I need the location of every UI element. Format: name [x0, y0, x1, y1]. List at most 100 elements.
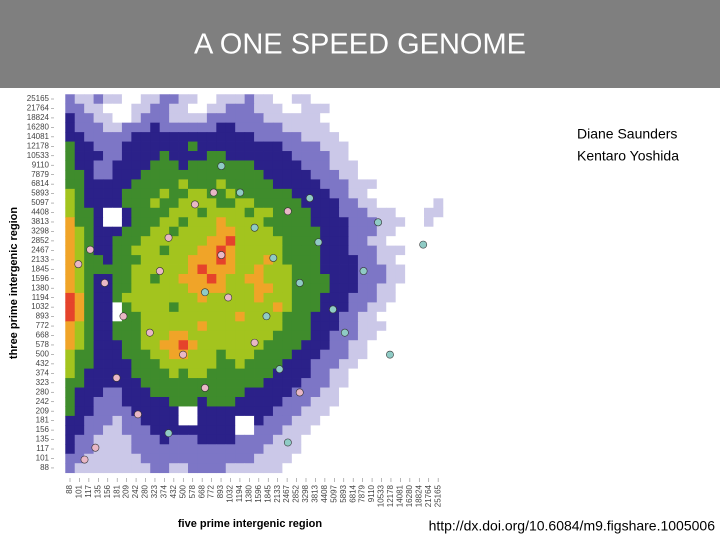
heat-cell: [348, 264, 359, 275]
heat-cell: [244, 302, 255, 313]
heat-cell: [357, 396, 368, 407]
heat-cell: [103, 264, 113, 275]
heat-cell: [140, 387, 151, 398]
heat-cell: [65, 340, 76, 351]
heat-cell: [310, 198, 321, 209]
heat-cell: [93, 226, 104, 237]
heat-cell: [272, 264, 283, 275]
heat-cell: [169, 311, 179, 322]
heat-cell: [65, 302, 76, 313]
heat-cell: [178, 311, 189, 322]
heat-cell: [424, 396, 434, 407]
heat-cell: [150, 122, 161, 133]
heat-cell: [282, 340, 293, 351]
heat-cell: [84, 255, 94, 265]
heat-cell: [367, 302, 378, 313]
heat-cell: [272, 425, 283, 436]
heat-cell: [405, 444, 415, 455]
heat-cell: [169, 255, 179, 265]
heat-cell: [65, 292, 76, 303]
heat-cell: [121, 255, 132, 265]
heat-cell: [254, 330, 264, 341]
x-tick-label: 135: [93, 484, 102, 498]
heat-cell: [367, 94, 378, 105]
heat-cell: [197, 283, 208, 294]
heat-cell: [93, 198, 104, 209]
heat-cell: [235, 340, 246, 351]
heat-cell: [121, 94, 132, 105]
heat-cell: [263, 340, 274, 351]
heat-cell: [235, 198, 246, 209]
heat-cell: [414, 217, 425, 228]
x-tick-label: 242: [131, 484, 140, 498]
heat-cell: [395, 236, 406, 247]
heat-cell: [272, 236, 283, 247]
heat-cell: [188, 415, 198, 426]
heat-cell: [395, 359, 406, 370]
heat-cell: [93, 415, 104, 426]
heat-cell: [131, 236, 142, 247]
heat-cell: [310, 217, 321, 228]
heat-cell: [103, 340, 113, 351]
heat-cell: [310, 113, 321, 124]
heat-cell: [169, 453, 179, 464]
heat-cell: [433, 274, 444, 284]
heat-cell: [112, 217, 123, 228]
heat-cell: [357, 179, 368, 190]
x-tick-label: 280: [141, 484, 150, 498]
heat-cell: [348, 396, 359, 407]
y-tick-label: 242: [36, 397, 50, 406]
heat-cell: [320, 434, 330, 445]
heat-cell: [272, 463, 283, 474]
heat-cell: [65, 217, 76, 228]
heat-cell: [320, 179, 330, 190]
heat-cell: [291, 444, 302, 455]
heat-cell: [216, 179, 227, 190]
heat-cell: [433, 378, 444, 388]
heat-cell: [339, 321, 349, 332]
heat-cell: [301, 160, 312, 171]
heat-cell: [348, 283, 359, 294]
heat-cell: [376, 226, 387, 237]
heat-cell: [235, 415, 246, 426]
heat-cell: [65, 444, 76, 455]
heat-cell: [405, 283, 415, 294]
heat-cell: [386, 302, 397, 313]
heat-cell: [235, 160, 246, 171]
heat-cell: [121, 113, 132, 124]
heat-cell: [150, 151, 161, 161]
heat-cell: [121, 245, 132, 256]
heat-cell: [197, 169, 208, 180]
heat-cell: [263, 444, 274, 455]
heat-cell: [395, 113, 406, 124]
y-tick-label: 5893: [31, 189, 49, 198]
heat-cell: [244, 330, 255, 341]
heat-cell: [93, 179, 104, 190]
heat-cell: [405, 463, 415, 474]
heat-cell: [320, 302, 330, 313]
heat-cell: [386, 396, 397, 407]
heat-cell: [65, 425, 76, 436]
heat-cell: [131, 444, 142, 455]
heat-cell: [433, 217, 444, 228]
heat-cell: [329, 453, 340, 464]
heat-cell: [395, 425, 406, 436]
heat-cell: [291, 179, 302, 190]
y-tick-label: 18824: [27, 113, 50, 122]
heat-cell: [235, 103, 246, 114]
heat-cell: [159, 406, 170, 417]
heat-cell: [131, 113, 142, 124]
heat-cell: [339, 264, 349, 275]
heat-cell: [348, 179, 359, 190]
heat-cell: [140, 113, 151, 124]
heat-cell: [291, 283, 302, 294]
heat-cell: [367, 330, 378, 341]
heat-cell: [357, 349, 368, 360]
heat-cell: [235, 179, 246, 190]
heat-cell: [424, 113, 434, 124]
heat-cell: [188, 236, 198, 247]
heat-cell: [348, 103, 359, 114]
heat-cell: [272, 396, 283, 407]
heat-cell: [159, 207, 170, 218]
heat-cell: [367, 425, 378, 436]
